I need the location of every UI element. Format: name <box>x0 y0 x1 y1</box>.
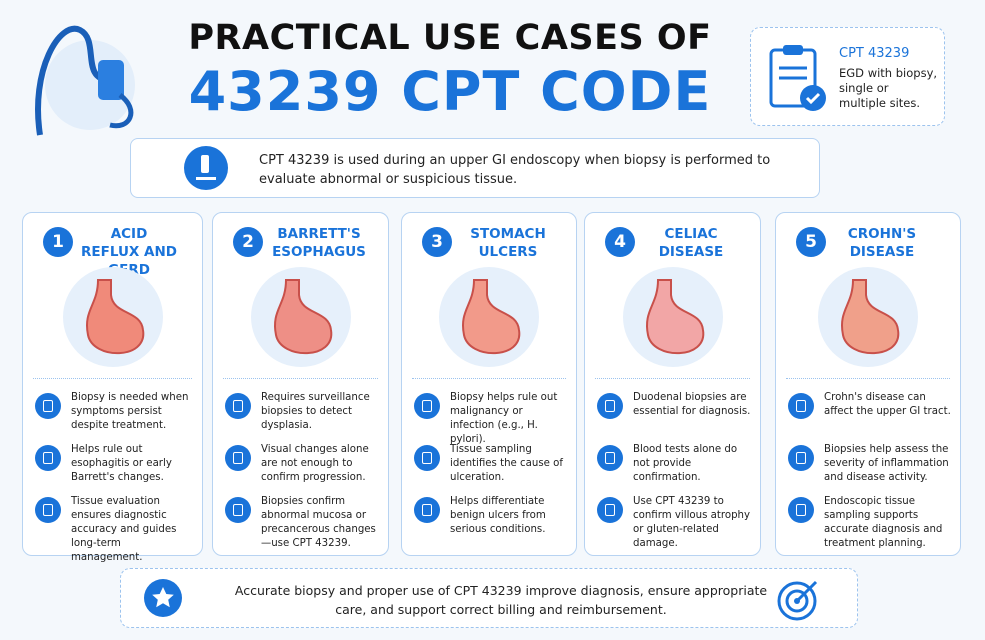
microscope-icon <box>184 146 228 190</box>
point-icon <box>597 393 623 419</box>
card-point: Endoscopic tissue sampling supports accu… <box>788 495 952 549</box>
point-text: Duodenal biopsies are essential for diag… <box>633 392 751 417</box>
point-text: Crohn's disease can affect the upper GI … <box>824 392 951 417</box>
card-title: CROHN'S DISEASE <box>847 226 917 260</box>
point-icon <box>225 393 251 419</box>
point-icon <box>788 393 814 419</box>
card-number: 3 <box>422 227 452 257</box>
card-title: BARRETT'S ESOPHAGUS <box>272 226 366 260</box>
card-point: Duodenal biopsies are essential for diag… <box>597 391 752 443</box>
point-icon <box>414 393 440 419</box>
point-icon <box>35 497 61 523</box>
point-icon <box>225 497 251 523</box>
point-icon <box>225 445 251 471</box>
point-icon <box>35 393 61 419</box>
card-point: Crohn's disease can affect the upper GI … <box>788 391 952 443</box>
point-text: Helps differentiate benign ulcers from s… <box>450 496 546 535</box>
target-icon <box>777 580 818 621</box>
clipboard-icon <box>769 45 826 111</box>
point-icon <box>597 445 623 471</box>
use-case-card: 3 STOMACH ULCERS Biopsy helps rule out mal… <box>401 212 577 556</box>
title-line-2: 43239 CPT CODE <box>188 60 712 123</box>
point-text: Biopsy is needed when symptoms persist d… <box>71 392 189 431</box>
card-divider <box>412 378 566 379</box>
badge-code: CPT 43239 <box>839 46 910 61</box>
card-number: 2 <box>233 227 263 257</box>
card-illustration <box>808 265 928 374</box>
point-icon <box>788 497 814 523</box>
point-icon <box>414 497 440 523</box>
card-divider <box>786 378 950 379</box>
footer-text: Accurate biopsy and proper use of CPT 43… <box>234 583 768 617</box>
card-number: 5 <box>796 227 826 257</box>
card-point: Helps rule out esophagitis or early Barr… <box>35 443 194 495</box>
card-point: Blood tests alone do not provide confirm… <box>597 443 752 495</box>
point-icon <box>788 445 814 471</box>
card-number: 4 <box>605 227 635 257</box>
card-point: Helps differentiate benign ulcers from s… <box>414 495 568 547</box>
card-point: Biopsy helps rule out malignancy or infe… <box>414 391 568 445</box>
card-point: Biopsies confirm abnormal mucosa or prec… <box>225 495 380 549</box>
card-point: Tissue sampling identifies the cause of … <box>414 443 568 495</box>
intro-box: CPT 43239 is used during an upper GI end… <box>130 138 820 198</box>
card-divider <box>33 378 192 379</box>
card-divider <box>595 378 750 379</box>
endoscope-illustration <box>35 25 135 136</box>
point-text: Biopsies confirm abnormal mucosa or prec… <box>261 496 376 549</box>
card-number: 1 <box>43 227 73 257</box>
card-illustration <box>613 265 733 374</box>
card-point: Use CPT 43239 to confirm villous atrophy… <box>597 495 752 549</box>
card-title: CELIAC DISEASE <box>658 226 724 260</box>
card-point: Biopsies help assess the severity of inf… <box>788 443 952 495</box>
point-text: Blood tests alone do not provide confirm… <box>633 444 738 483</box>
card-point: Visual changes alone are not enough to c… <box>225 443 380 495</box>
point-text: Tissue evaluation ensures diagnostic acc… <box>71 496 177 563</box>
footer-box: Accurate biopsy and proper use of CPT 43… <box>120 568 858 628</box>
point-icon <box>35 445 61 471</box>
card-point: Biopsy is needed when symptoms persist d… <box>35 391 194 443</box>
point-text: Biopsies help assess the severity of inf… <box>824 444 949 483</box>
star-icon <box>144 579 182 617</box>
intro-text: CPT 43239 is used during an upper GI end… <box>259 153 771 187</box>
use-case-card: 2 BARRETT'S ESOPHAGUS Requires surveillanc… <box>212 212 389 556</box>
point-icon <box>414 445 440 471</box>
point-text: Biopsy helps rule out malignancy or infe… <box>450 392 558 445</box>
title-line-1: PRACTICAL USE CASES OF <box>188 18 712 58</box>
point-icon <box>597 497 623 523</box>
code-badge: CPT 43239 EGD with biopsy, single or mul… <box>750 27 945 126</box>
use-case-card: 4 CELIAC DISEASE Duodenal biopsies are ess… <box>584 212 761 556</box>
point-text: Requires surveillance biopsies to detect… <box>261 392 370 431</box>
card-point: Tissue evaluation ensures diagnostic acc… <box>35 495 194 563</box>
card-title: STOMACH ULCERS <box>470 226 546 260</box>
point-text: Tissue sampling identifies the cause of … <box>450 444 563 483</box>
card-illustration <box>241 265 361 374</box>
card-divider <box>223 378 378 379</box>
card-illustration <box>429 265 549 374</box>
point-text: Visual changes alone are not enough to c… <box>261 444 369 483</box>
point-text: Helps rule out esophagitis or early Barr… <box>71 444 172 483</box>
card-point: Requires surveillance biopsies to detect… <box>225 391 380 443</box>
point-text: Use CPT 43239 to confirm villous atrophy… <box>633 496 751 549</box>
point-text: Endoscopic tissue sampling supports accu… <box>824 496 943 549</box>
card-illustration <box>53 265 173 374</box>
badge-description: EGD with biopsy, single or multiple site… <box>839 66 938 110</box>
use-case-card: 5 CROHN'S DISEASE Crohn's disease can affe… <box>775 212 961 556</box>
